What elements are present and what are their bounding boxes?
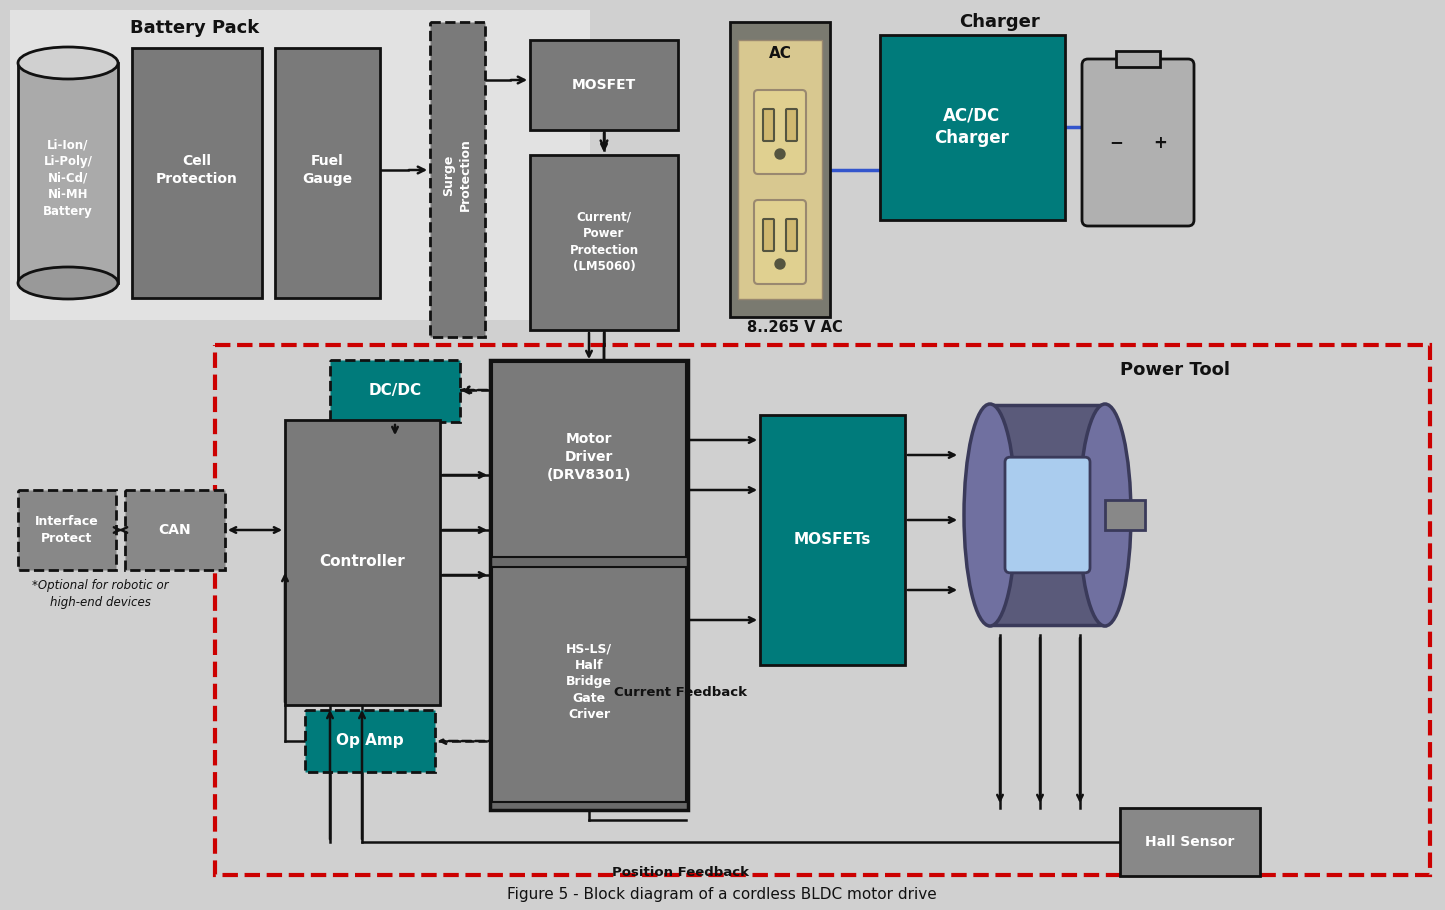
Text: HS-LS/
Half
Bridge
Gate
Criver: HS-LS/ Half Bridge Gate Criver: [566, 642, 613, 722]
Text: AC: AC: [769, 46, 792, 62]
Bar: [491, 567, 686, 802]
Text: Surge
Protection: Surge Protection: [442, 138, 471, 211]
Bar: [760, 415, 905, 665]
Text: Fuel
Gauge: Fuel Gauge: [302, 154, 353, 186]
Bar: [17, 490, 116, 570]
Bar: [215, 345, 1431, 875]
Bar: [131, 48, 262, 298]
Ellipse shape: [17, 47, 118, 79]
Text: MOSFETs: MOSFETs: [793, 532, 871, 548]
Bar: [285, 420, 439, 705]
Bar: [17, 63, 118, 283]
FancyBboxPatch shape: [763, 109, 775, 141]
Ellipse shape: [17, 267, 118, 299]
FancyBboxPatch shape: [786, 109, 798, 141]
Text: Controller: Controller: [319, 554, 405, 570]
Bar: [10, 10, 590, 320]
Text: Motor
Driver
(DRV8301): Motor Driver (DRV8301): [546, 432, 631, 482]
Bar: [275, 48, 380, 298]
Text: Current Feedback: Current Feedback: [614, 686, 747, 700]
Text: Cell
Protection: Cell Protection: [156, 154, 238, 186]
Circle shape: [775, 259, 785, 269]
Text: Current/
Power
Protection
(LM5060): Current/ Power Protection (LM5060): [569, 211, 639, 273]
Bar: [1105, 500, 1144, 530]
Text: Li-Ion/
Li-Poly/
Ni-Cd/
Ni-MH
Battery: Li-Ion/ Li-Poly/ Ni-Cd/ Ni-MH Battery: [43, 138, 92, 217]
FancyBboxPatch shape: [763, 219, 775, 251]
Text: Op Amp: Op Amp: [337, 733, 403, 749]
Ellipse shape: [964, 404, 1016, 626]
Bar: [1116, 51, 1160, 67]
Text: −: −: [1110, 134, 1123, 151]
Text: Hall Sensor: Hall Sensor: [1146, 835, 1234, 849]
Bar: [329, 360, 460, 422]
Bar: [880, 35, 1065, 220]
FancyBboxPatch shape: [1006, 457, 1090, 572]
Bar: [990, 405, 1105, 625]
Bar: [730, 22, 829, 317]
Text: Charger: Charger: [959, 13, 1040, 31]
Bar: [738, 40, 822, 299]
Text: Figure 5 - Block diagram of a cordless BLDC motor drive: Figure 5 - Block diagram of a cordless B…: [507, 887, 936, 903]
Text: Interface
Protect: Interface Protect: [35, 515, 98, 545]
Ellipse shape: [1079, 404, 1131, 626]
Bar: [491, 362, 686, 557]
Bar: [1120, 808, 1260, 876]
Text: DC/DC: DC/DC: [368, 383, 422, 399]
Bar: [431, 22, 486, 337]
Text: Position Feedback: Position Feedback: [611, 866, 749, 879]
Text: AC/DC
Charger: AC/DC Charger: [935, 106, 1010, 147]
FancyBboxPatch shape: [754, 90, 806, 174]
Text: CAN: CAN: [159, 523, 191, 537]
FancyBboxPatch shape: [786, 219, 798, 251]
Bar: [530, 155, 678, 330]
Bar: [530, 40, 678, 130]
Text: MOSFET: MOSFET: [572, 78, 636, 92]
Bar: [490, 360, 688, 810]
Text: Power Tool: Power Tool: [1120, 361, 1230, 379]
Text: Battery Pack: Battery Pack: [130, 19, 260, 37]
Bar: [305, 710, 435, 772]
Text: *Optional for robotic or
high-end devices: *Optional for robotic or high-end device…: [32, 580, 168, 609]
Bar: [126, 490, 225, 570]
FancyBboxPatch shape: [754, 200, 806, 284]
Text: +: +: [1153, 134, 1168, 151]
FancyBboxPatch shape: [1082, 59, 1194, 226]
Circle shape: [775, 149, 785, 159]
Text: 8..265 V AC: 8..265 V AC: [747, 320, 842, 336]
